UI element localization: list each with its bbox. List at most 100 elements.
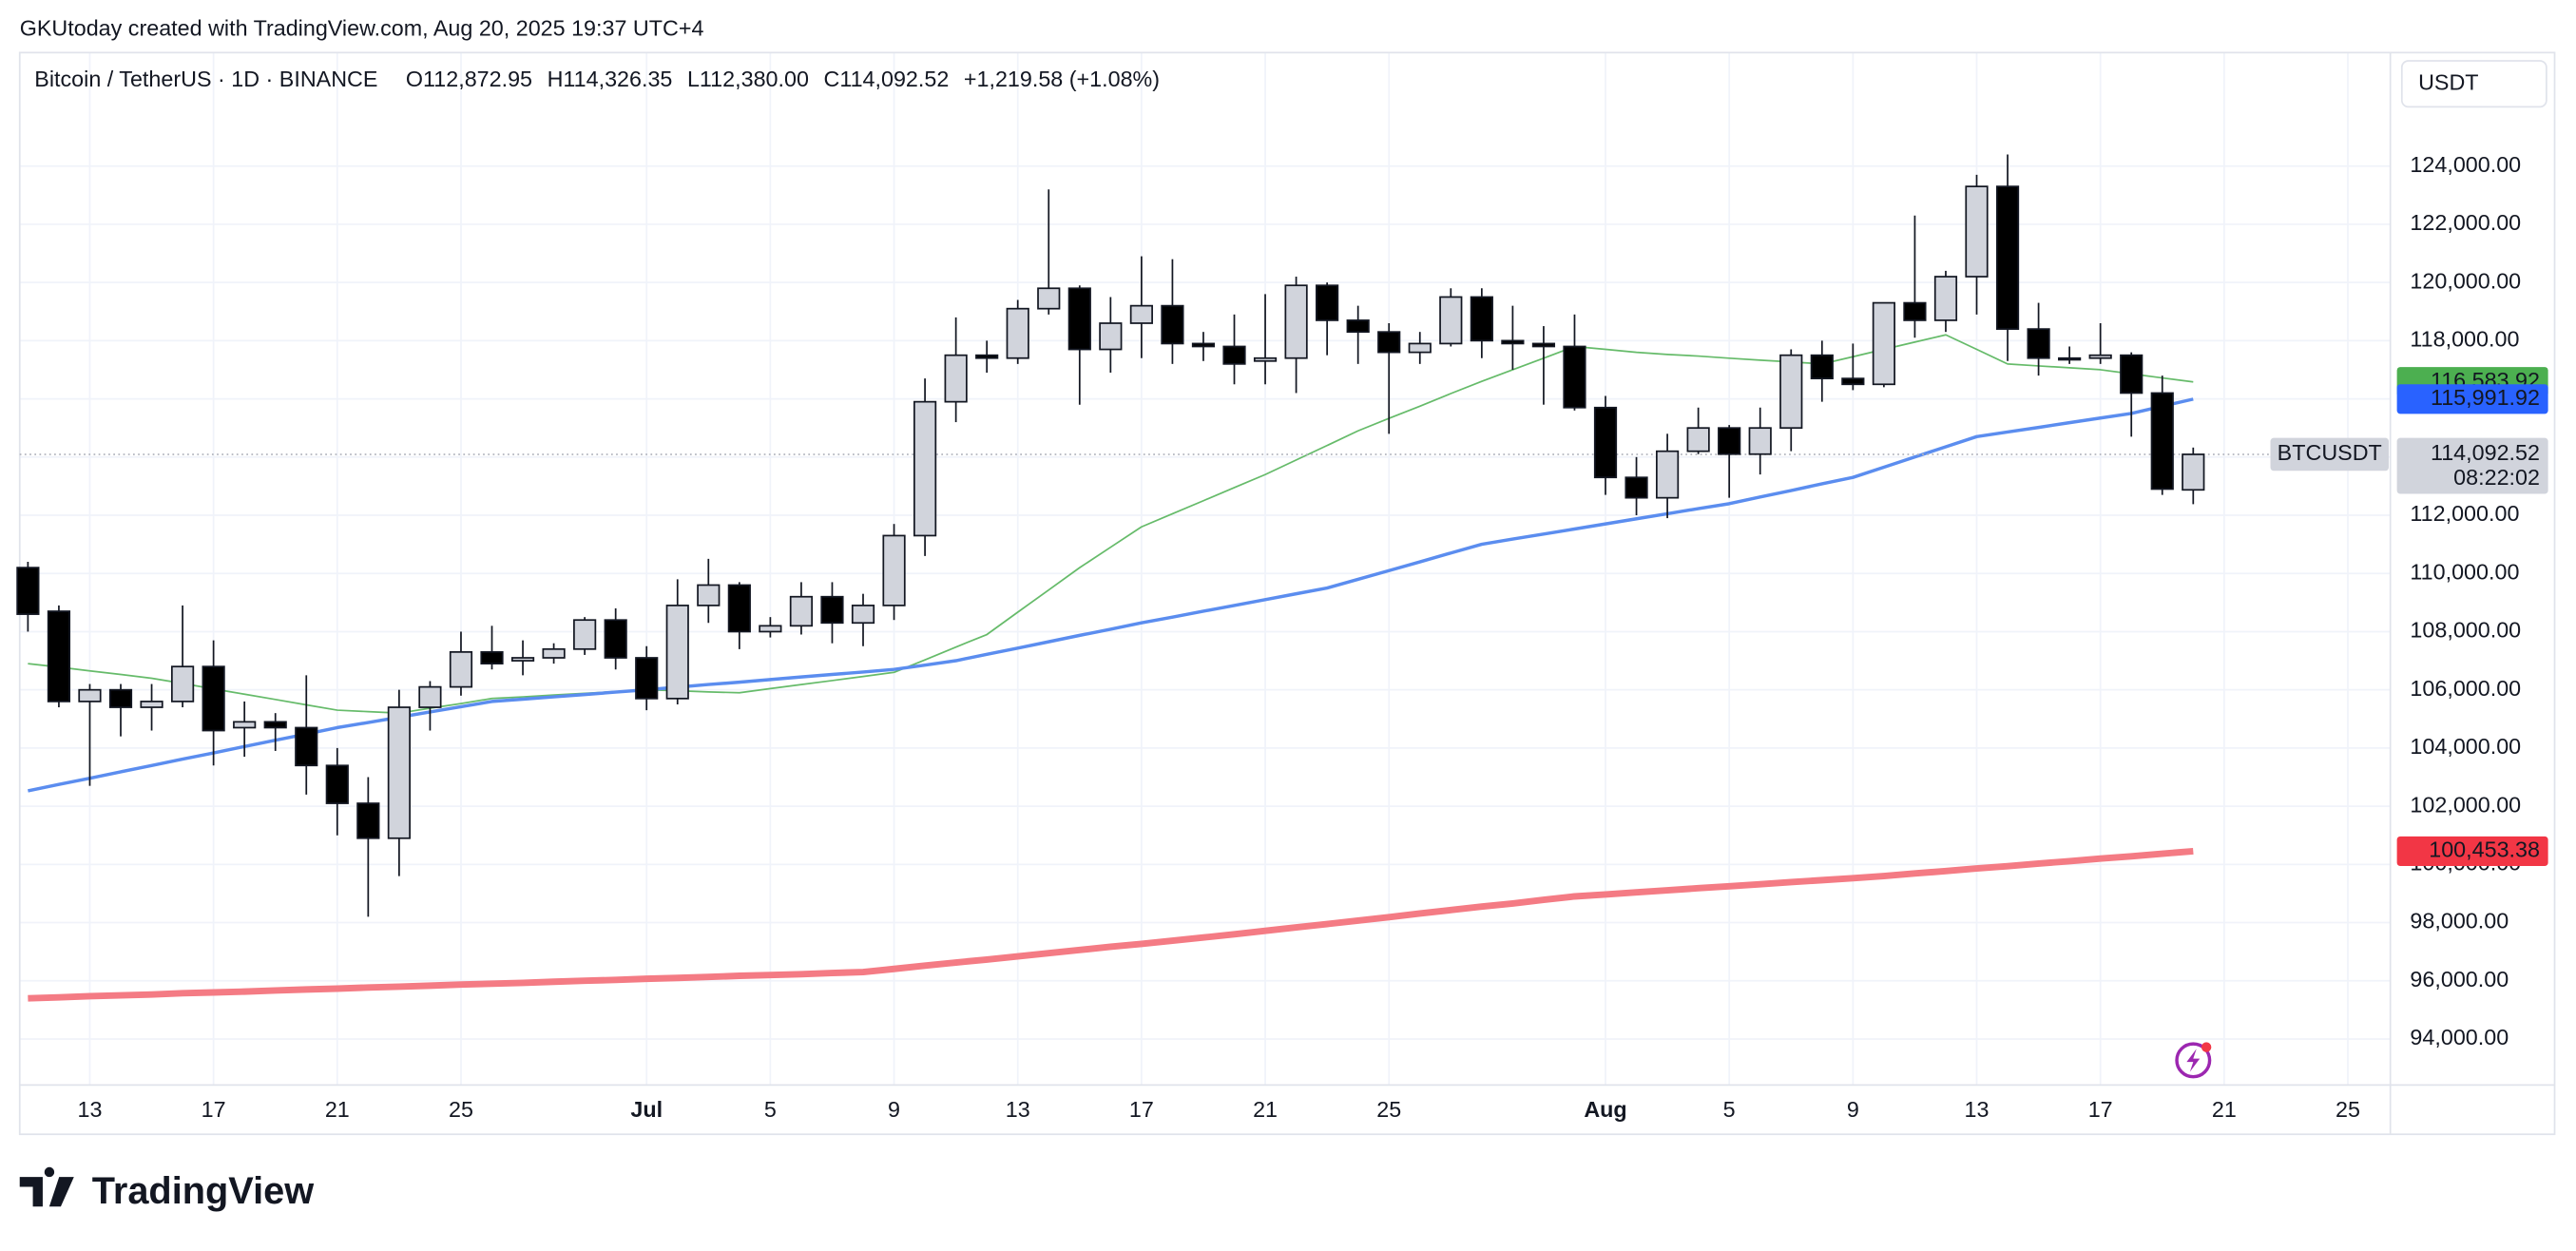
x-tick-label: 9: [1847, 1097, 1859, 1122]
price-label: 100,453.38: [2429, 837, 2540, 862]
candle-body: [1191, 342, 1216, 348]
candle-body: [542, 647, 566, 659]
candle-body: [108, 688, 133, 708]
candle-body: [1284, 284, 1308, 359]
y-tick-label: 108,000.00: [2410, 618, 2521, 643]
price-label-box: [2396, 384, 2548, 414]
candle-body: [233, 721, 257, 729]
x-tick-label: Jul: [630, 1097, 663, 1122]
x-tick-label: 25: [1376, 1097, 1401, 1122]
candle-body: [635, 657, 659, 700]
x-tick-label: 5: [764, 1097, 777, 1122]
candle-body: [975, 354, 999, 359]
x-tick-label: 17: [2088, 1097, 2113, 1122]
candle-body: [47, 610, 71, 702]
currency-button[interactable]: [2400, 60, 2547, 108]
x-tick-label: Aug: [1584, 1097, 1626, 1122]
moving-average-line: [28, 847, 2194, 1002]
candle-body: [1593, 406, 1618, 479]
candle-body: [1718, 427, 1741, 455]
symbol-box: [2270, 437, 2389, 472]
candle-body: [665, 605, 689, 700]
candle-body: [1408, 342, 1432, 354]
last-price-box: [2396, 437, 2548, 494]
currency-label[interactable]: USDT: [2418, 69, 2478, 94]
candle-body: [325, 764, 349, 804]
candle-body: [1748, 427, 1772, 455]
x-tick-label: 17: [202, 1097, 226, 1122]
candle-body: [295, 726, 318, 767]
candle-body: [263, 721, 287, 729]
ohlc-legend: C114,092.52: [823, 67, 949, 91]
candle-body: [1810, 354, 1834, 380]
candle-body: [1129, 304, 1153, 324]
candle-body: [2120, 354, 2143, 395]
x-tick-label: 21: [2212, 1097, 2237, 1122]
candle-body: [944, 354, 968, 403]
candle-body: [2182, 453, 2205, 491]
candle-body: [1779, 354, 1803, 430]
candle-body: [510, 657, 535, 662]
x-tick-label: 13: [1006, 1097, 1030, 1122]
candle-body: [1161, 304, 1184, 345]
candle-body: [78, 688, 102, 702]
attribution: GKUtoday created with TradingView.com, A…: [20, 15, 704, 40]
y-tick-label: 104,000.00: [2410, 734, 2521, 759]
candle-body: [882, 534, 906, 606]
candle-body: [2150, 392, 2174, 491]
candle-body: [573, 619, 597, 650]
candle-body: [1037, 287, 1061, 310]
y-tick-label: 106,000.00: [2410, 676, 2521, 701]
alert-icon[interactable]: [2175, 1042, 2212, 1079]
price-label: 115,991.92: [2431, 385, 2540, 410]
y-tick-label: 112,000.00: [2410, 501, 2519, 526]
logo-text: TradingView: [92, 1170, 314, 1212]
candle-body: [1965, 185, 1989, 278]
x-tick-label: 21: [325, 1097, 350, 1122]
y-tick-label: 102,000.00: [2410, 792, 2521, 817]
candle-body: [1067, 287, 1091, 351]
y-tick-label: 94,000.00: [2410, 1025, 2509, 1049]
candle-body: [727, 584, 751, 633]
candle-body: [1346, 319, 1370, 334]
x-tick-label: 13: [1965, 1097, 1990, 1122]
candle-body: [1563, 345, 1586, 409]
candle-body: [480, 651, 504, 664]
candle-body: [913, 400, 937, 537]
candle-body: [1377, 331, 1401, 354]
candle-body: [356, 802, 380, 839]
candle-body: [1253, 356, 1278, 362]
ohlc-legend: H114,326.35: [548, 67, 673, 91]
y-tick-label: 118,000.00: [2410, 327, 2519, 352]
x-tick-label: 17: [1129, 1097, 1154, 1122]
candle-body: [789, 595, 814, 627]
y-tick-label: 98,000.00: [2410, 909, 2509, 933]
candle-body: [1470, 296, 1493, 342]
alert-dot: [2201, 1042, 2212, 1052]
candle-body: [604, 619, 627, 659]
candle-body: [1501, 339, 1525, 345]
y-tick-label: 124,000.00: [2410, 152, 2521, 177]
candle-body: [1624, 476, 1648, 499]
price-label-box: [2396, 836, 2548, 867]
y-tick-label: 96,000.00: [2410, 967, 2509, 991]
candle-body: [16, 567, 40, 615]
x-tick-label: 25: [2336, 1097, 2360, 1122]
y-tick-label: 122,000.00: [2410, 210, 2521, 235]
candle-body: [1099, 322, 1123, 351]
symbol-label: BTCUSDT: [2278, 440, 2382, 465]
countdown: 08:22:02: [2453, 465, 2540, 490]
candle-body: [387, 706, 411, 839]
candle-body: [1995, 185, 2020, 330]
candle-body: [418, 685, 442, 708]
candle-body: [1686, 427, 1710, 452]
candle-body: [1316, 284, 1339, 321]
candle-body: [1655, 450, 1680, 499]
ohlc-legend: L112,380.00: [687, 67, 809, 91]
x-tick-label: 13: [77, 1097, 102, 1122]
candle-body: [170, 665, 195, 702]
candle-body: [1439, 296, 1463, 345]
candle-body: [449, 651, 473, 688]
y-tick-label: 120,000.00: [2410, 268, 2521, 293]
